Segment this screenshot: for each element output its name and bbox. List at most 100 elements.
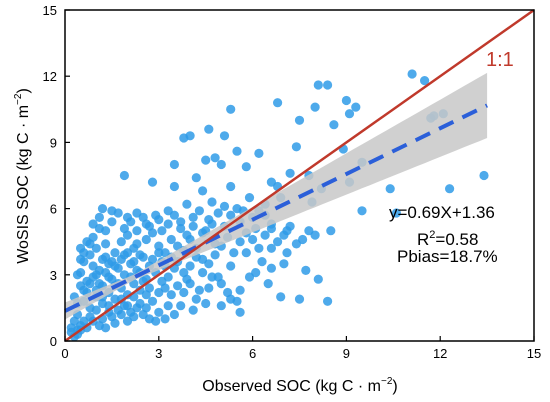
x-tick-label: 0 — [61, 346, 68, 361]
x-tick-label: 3 — [155, 346, 162, 361]
data-point — [147, 296, 158, 306]
x-tick-label: 6 — [249, 346, 256, 361]
data-point — [88, 219, 98, 229]
y-axis-title: WoSIS SOC (kg C · m−2) — [13, 88, 32, 264]
data-point — [119, 170, 129, 181]
r-squared: R2=0.58 — [417, 229, 478, 249]
data-point — [294, 115, 305, 125]
data-point — [207, 272, 217, 282]
data-point — [344, 109, 355, 119]
data-point — [166, 234, 176, 245]
data-point — [216, 159, 226, 170]
data-point — [132, 303, 142, 313]
plot-frame — [64, 9, 535, 342]
data-point — [194, 206, 204, 216]
data-point — [204, 283, 214, 293]
data-point — [329, 120, 339, 130]
data-point — [210, 153, 220, 163]
data-point — [391, 208, 401, 218]
data-point — [176, 217, 186, 227]
data-point — [248, 234, 258, 245]
data-point — [357, 206, 367, 216]
data-point — [110, 248, 120, 258]
identity-label: 1:1 — [486, 49, 514, 71]
data-point — [235, 237, 245, 247]
data-point — [110, 294, 120, 304]
data-point — [310, 230, 320, 240]
data-point — [226, 261, 236, 271]
data-point — [294, 294, 305, 304]
data-point — [132, 239, 142, 249]
data-point — [113, 208, 123, 218]
data-point — [407, 69, 417, 79]
pbias: Pbias=18.7% — [397, 247, 498, 266]
data-point — [176, 223, 186, 234]
data-point — [273, 237, 283, 247]
data-point — [129, 257, 139, 267]
data-point — [101, 239, 111, 249]
x-ticks: 0 3 6 9 12 15 — [61, 336, 541, 361]
data-point — [226, 104, 236, 114]
x-axis-title: Observed SOC (kg C · m−2) — [202, 376, 397, 395]
data-point — [85, 279, 95, 289]
data-point — [85, 239, 95, 249]
data-point — [216, 301, 226, 311]
data-point — [138, 252, 148, 262]
data-point — [79, 248, 89, 258]
data-point — [169, 309, 179, 320]
data-point — [154, 248, 164, 258]
data-point — [279, 259, 289, 269]
data-point — [198, 186, 208, 196]
data-point — [160, 314, 170, 324]
data-point — [122, 248, 133, 258]
data-point — [119, 301, 129, 311]
data-point — [201, 298, 211, 309]
data-point — [445, 184, 455, 194]
data-point — [266, 243, 276, 253]
data-point — [182, 199, 192, 209]
data-point — [244, 193, 255, 203]
data-point — [66, 323, 76, 333]
y-tick-label: 12 — [43, 69, 57, 84]
data-point — [147, 177, 158, 187]
y-tick-label: 0 — [50, 334, 57, 349]
y-tick-label: 3 — [50, 268, 57, 283]
data-point — [207, 197, 217, 207]
confidence-band — [65, 72, 488, 320]
data-point — [116, 237, 126, 247]
data-point — [323, 296, 333, 306]
data-point — [279, 230, 289, 240]
x-tick-label: 9 — [343, 346, 350, 361]
data-point — [301, 265, 311, 275]
data-point — [72, 270, 83, 280]
data-point — [185, 279, 195, 289]
data-point — [110, 261, 120, 271]
data-point — [176, 301, 186, 311]
data-point — [101, 226, 111, 236]
x-tick-label: 12 — [433, 346, 447, 361]
data-point — [207, 219, 217, 229]
data-point — [326, 226, 336, 236]
data-point — [163, 219, 173, 229]
data-point — [173, 241, 183, 251]
data-point — [173, 281, 183, 291]
y-tick-label: 15 — [43, 3, 57, 18]
data-point — [179, 287, 189, 298]
data-point — [479, 170, 489, 181]
regression-equation: y=0.69X+1.36 — [389, 203, 495, 222]
data-point — [341, 95, 351, 106]
data-point — [273, 98, 283, 108]
data-point — [116, 254, 126, 264]
data-point — [107, 312, 117, 322]
data-point — [216, 279, 226, 289]
data-point — [291, 239, 301, 249]
data-point — [191, 294, 201, 304]
data-point — [119, 223, 129, 234]
data-point — [235, 307, 245, 317]
data-point — [141, 234, 151, 245]
data-point — [198, 268, 208, 278]
data-point — [263, 279, 273, 289]
data-point — [285, 168, 295, 178]
data-point — [144, 314, 154, 324]
